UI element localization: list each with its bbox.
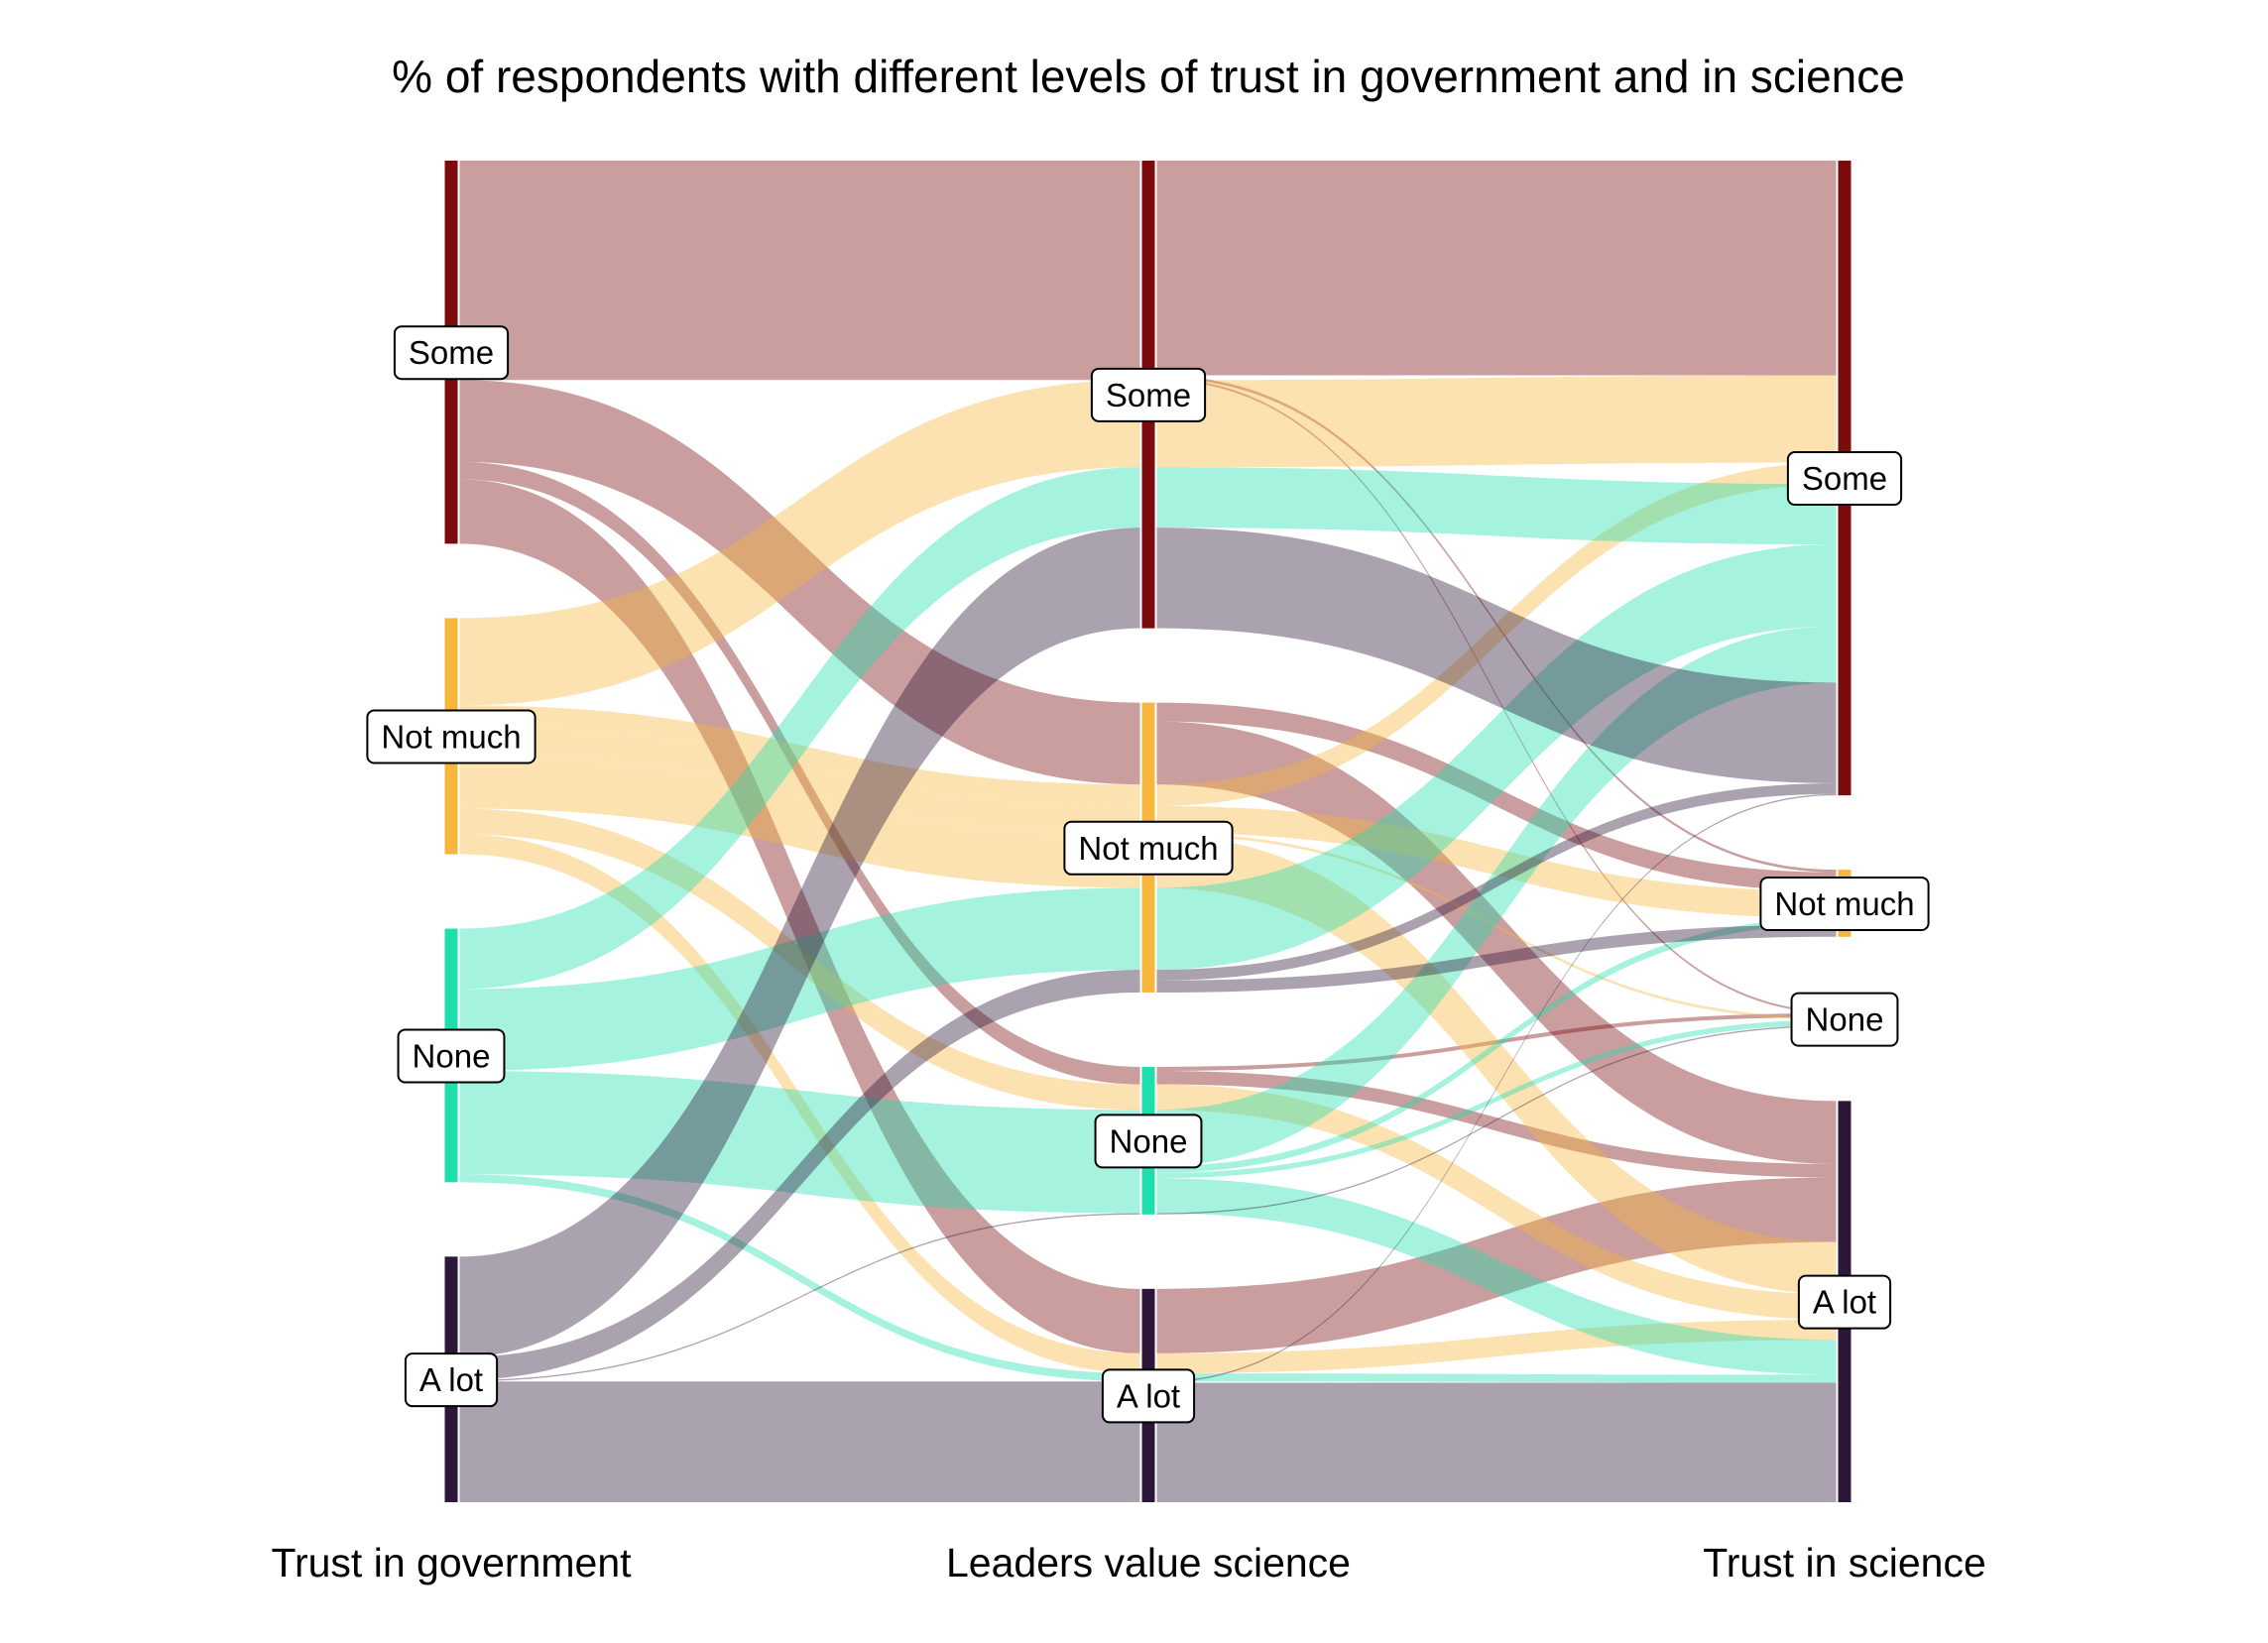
- node-label-text-leaders-none: None: [1110, 1122, 1188, 1159]
- node-label-science-none: None: [1790, 992, 1899, 1047]
- node-label-box-science-not-much: [1759, 876, 1930, 931]
- flow-some-some-none-seg1: [459, 378, 1140, 381]
- flow-some-some-none-seg2: [1156, 378, 1837, 1013]
- flow-not-much-not-much-not-much-seg2: [1156, 805, 1837, 918]
- node-label-box-leaders-a-lot: [1101, 1368, 1196, 1424]
- axis-label-leaders-value-science: Leaders value science: [946, 1540, 1351, 1585]
- node-label-box-leaders-none: [1094, 1114, 1203, 1169]
- node-label-leaders-some: Some: [1090, 367, 1207, 422]
- flow-a-lot-a-lot-some-seg1: [459, 1381, 1140, 1383]
- flow-a-lot-not-much-some-seg2: [1156, 782, 1837, 981]
- node-label-box-gov-some: [393, 325, 510, 381]
- flow-a-lot-not-much-not-much-seg1: [459, 980, 1140, 1380]
- node-label-text-science-not-much: Not much: [1774, 885, 1914, 922]
- flow-some-not-much-not-much-seg2: [1156, 702, 1837, 891]
- flow-a-lot-not-much-some-seg1: [459, 969, 1140, 1368]
- node-label-box-gov-not-much: [366, 709, 537, 764]
- flow-none-some-some-seg2: [1156, 467, 1837, 545]
- flow-some-none-none-seg1: [459, 461, 1140, 1072]
- flow-not-much-not-much-a-lot-seg2: [1156, 835, 1837, 1295]
- flow-none-none-not-much-seg2: [1156, 917, 1837, 1173]
- flows-layer: [459, 161, 1837, 1502]
- node-label-text-gov-a-lot: A lot: [419, 1361, 483, 1398]
- flow-not-much-some-some-seg2: [1156, 375, 1837, 468]
- node-label-text-gov-some: Some: [409, 334, 494, 371]
- flow-not-much-not-much-not-much-seg1: [459, 726, 1140, 833]
- node-label-leaders-none: None: [1094, 1114, 1203, 1169]
- flow-some-a-lot-a-lot-seg2: [1156, 1177, 1837, 1353]
- flow-none-a-lot-a-lot-seg2: [1156, 1373, 1837, 1383]
- flow-some-some-not-much-seg2: [1156, 375, 1837, 873]
- flow-none-none-not-much-seg1: [459, 1126, 1140, 1173]
- node-label-gov-not-much: Not much: [366, 709, 537, 764]
- node-label-text-science-none: None: [1806, 1001, 1884, 1038]
- node-label-box-science-some: [1786, 451, 1903, 507]
- flow-not-much-not-much-some-seg1: [459, 705, 1140, 806]
- node-label-text-science-some: Some: [1802, 460, 1887, 497]
- node-label-gov-none: None: [397, 1028, 506, 1084]
- node-label-leaders-a-lot: A lot: [1101, 1368, 1196, 1424]
- flow-not-much-none-a-lot-seg1: [459, 808, 1140, 1111]
- flow-some-some-some-seg2: [1156, 161, 1837, 376]
- node-label-gov-some: Some: [393, 325, 510, 381]
- flow-none-a-lot-a-lot-seg1: [459, 1174, 1140, 1382]
- flow-some-not-much-not-much-seg1: [459, 380, 1140, 722]
- node-label-text-leaders-some: Some: [1106, 377, 1191, 413]
- labels-layer: Some Not much None A lot Some Not much None A l…: [366, 325, 1930, 1424]
- flow-none-none-none-seg1: [459, 1133, 1140, 1179]
- flow-some-some-not-much-seg1: [459, 375, 1140, 379]
- node-label-science-some: Some: [1786, 451, 1903, 507]
- flow-a-lot-some-some-seg1: [459, 528, 1140, 1357]
- node-label-gov-a-lot: A lot: [404, 1352, 499, 1408]
- node-label-box-leaders-not-much: [1063, 820, 1234, 876]
- flow-not-much-a-lot-a-lot-seg1: [459, 834, 1140, 1374]
- node-label-text-science-a-lot: A lot: [1813, 1284, 1876, 1321]
- flow-some-none-none-seg2: [1156, 1012, 1837, 1072]
- flow-a-lot-a-lot-a-lot-seg2: [1156, 1382, 1837, 1502]
- axis-label-trust-in-government: Trust in government: [271, 1540, 632, 1585]
- flow-a-lot-none-none-seg1: [459, 1213, 1140, 1382]
- flow-some-none-a-lot-seg1: [459, 465, 1140, 1085]
- flow-none-not-much-some-seg2: [1156, 544, 1837, 970]
- node-label-box-gov-none: [397, 1028, 506, 1084]
- flow-a-lot-none-none-seg2: [1156, 1025, 1837, 1215]
- flow-some-not-much-a-lot-seg2: [1156, 721, 1837, 1164]
- flow-some-some-some-seg1: [459, 161, 1140, 376]
- flow-not-much-not-much-none-seg2: [1156, 832, 1837, 1020]
- chart-title: % of respondents with different levels o…: [392, 51, 1905, 102]
- flow-some-none-a-lot-seg2: [1156, 1071, 1837, 1178]
- flow-none-not-much-some-seg1: [459, 887, 1140, 1072]
- node-label-science-a-lot: A lot: [1797, 1274, 1892, 1330]
- flow-some-a-lot-a-lot-seg1: [459, 479, 1140, 1353]
- node-label-text-gov-not-much: Not much: [381, 718, 521, 755]
- node-label-box-science-none: [1790, 992, 1899, 1047]
- axis-label-trust-in-science: Trust in science: [1703, 1540, 1986, 1585]
- node-label-box-gov-a-lot: [404, 1352, 499, 1408]
- node-label-text-gov-none: None: [413, 1037, 491, 1074]
- node-label-science-not-much: Not much: [1759, 876, 1930, 931]
- node-label-box-leaders-some: [1090, 367, 1207, 422]
- flow-not-much-a-lot-a-lot-seg2: [1156, 1319, 1837, 1374]
- flow-none-none-some-seg1: [459, 1071, 1140, 1167]
- flow-some-not-much-a-lot-seg1: [459, 399, 1140, 785]
- flow-not-much-none-a-lot-seg2: [1156, 1084, 1837, 1320]
- flow-none-none-a-lot-seg2: [1156, 1178, 1837, 1375]
- flow-not-much-not-much-none-seg1: [459, 754, 1140, 836]
- node-label-leaders-not-much: Not much: [1063, 820, 1234, 876]
- flow-not-much-not-much-some-seg2: [1156, 462, 1837, 806]
- flow-a-lot-not-much-not-much-seg2: [1156, 924, 1837, 993]
- flow-not-much-some-some-seg1: [459, 380, 1140, 706]
- node-label-text-leaders-not-much: Not much: [1078, 830, 1218, 867]
- flow-none-none-some-seg2: [1156, 626, 1837, 1167]
- flow-not-much-not-much-a-lot-seg1: [459, 756, 1140, 888]
- flow-none-none-a-lot-seg1: [459, 1139, 1140, 1214]
- node-label-text-leaders-a-lot: A lot: [1117, 1377, 1180, 1414]
- flow-none-none-none-seg2: [1156, 1019, 1837, 1179]
- node-label-box-science-a-lot: [1797, 1274, 1892, 1330]
- flow-a-lot-a-lot-a-lot-seg1: [459, 1382, 1140, 1502]
- flow-a-lot-a-lot-some-seg2: [1156, 793, 1837, 1383]
- flow-a-lot-some-some-seg2: [1156, 528, 1837, 783]
- flow-none-some-some-seg1: [459, 467, 1140, 990]
